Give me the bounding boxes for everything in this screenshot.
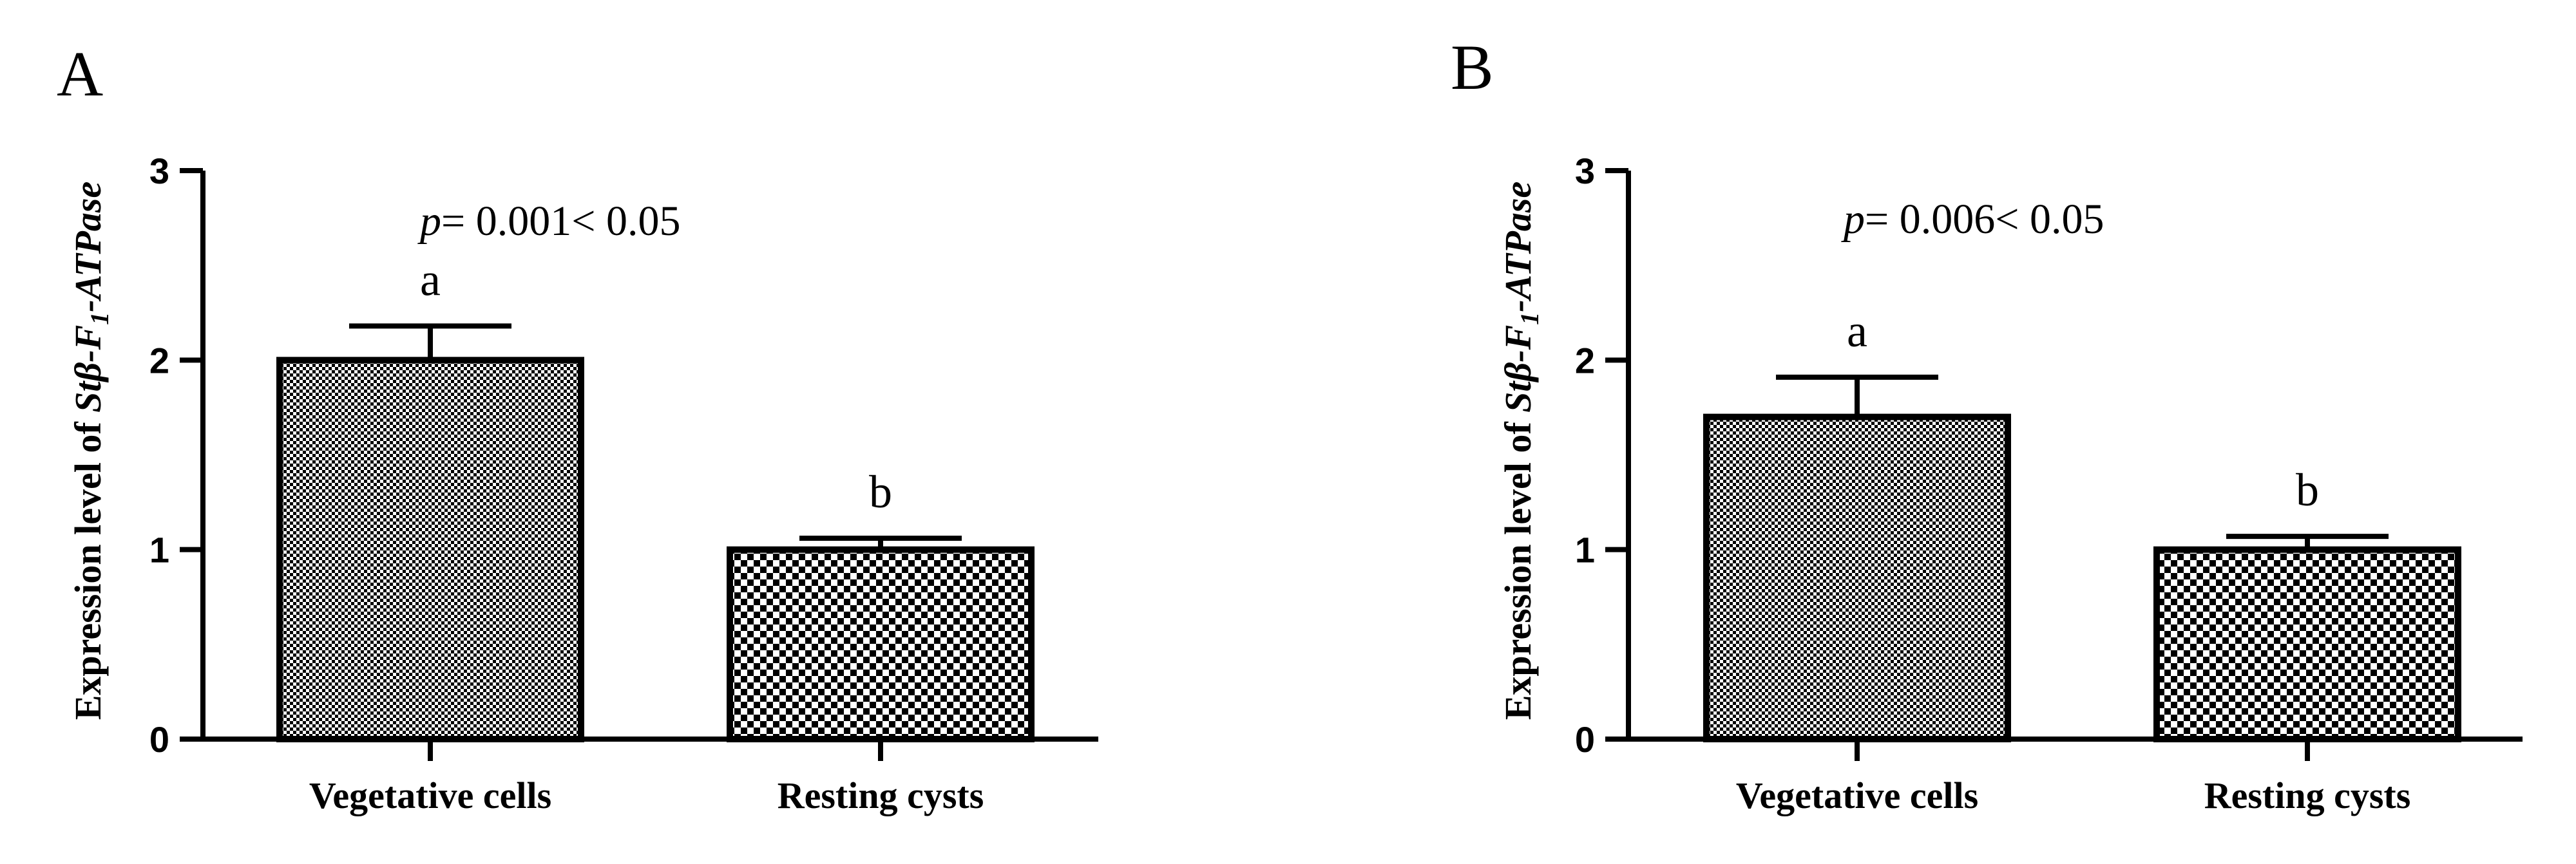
y-tick-label: 2 xyxy=(149,340,169,380)
x-category-label: Resting cysts xyxy=(2204,775,2411,816)
y-tick-label: 1 xyxy=(1575,530,1595,570)
x-category-label: Vegetative cells xyxy=(309,775,551,816)
bar xyxy=(276,357,584,742)
y-tick-label: 1 xyxy=(149,530,169,570)
y-tick-label: 0 xyxy=(1575,719,1595,760)
y-axis-label: Expression level of Stβ-F1-ATPase xyxy=(1497,182,1544,720)
significance-letter: a xyxy=(1847,305,1867,357)
bar xyxy=(2153,546,2461,743)
significance-letter: b xyxy=(2296,464,2319,516)
x-category-label: Resting cysts xyxy=(778,775,984,816)
x-category-label: Vegetative cells xyxy=(1736,775,1978,816)
y-tick-label: 3 xyxy=(1575,151,1595,191)
y-tick-label: 2 xyxy=(1575,340,1595,380)
p-value-annotation: p= 0.006< 0.05 xyxy=(1841,196,2104,243)
y-tick-label: 3 xyxy=(149,151,169,191)
panel-letter: A xyxy=(57,38,103,109)
panel-letter: B xyxy=(1451,32,1494,103)
p-value-annotation: p= 0.001< 0.05 xyxy=(417,198,680,245)
bar xyxy=(727,546,1035,743)
significance-letter: a xyxy=(420,254,441,305)
y-tick-label: 0 xyxy=(149,719,169,760)
y-axis-label: Expression level of Stβ-F1-ATPase xyxy=(67,182,114,720)
panel-a: A Expression level of Stβ-F1-ATPase p= 0… xyxy=(57,38,1098,816)
panel-b: B Expression level of Stβ-F1-ATPase p= 0… xyxy=(1451,32,2523,816)
significance-letter: b xyxy=(869,466,892,518)
bar xyxy=(1703,413,2011,743)
